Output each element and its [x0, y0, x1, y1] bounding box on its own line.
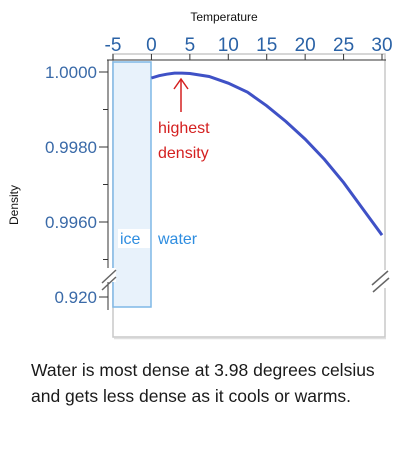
y-tick-label: 0.9960 — [45, 213, 97, 232]
ice-label: ice — [120, 231, 141, 248]
highest-density-arrow — [173, 77, 189, 112]
x-tick-label: 0 — [146, 35, 157, 56]
x-tick-label: 25 — [333, 35, 354, 56]
ice-label-background — [118, 229, 150, 248]
y-tick-label: 0.920 — [54, 288, 97, 307]
y-axis-title: Density — [7, 185, 21, 225]
plot-frame — [112, 53, 386, 338]
x-axis-title: Temperature — [190, 10, 258, 24]
x-tick-label: 20 — [295, 35, 316, 56]
x-tick-label: 15 — [256, 35, 277, 56]
x-tick-label: -5 — [105, 35, 122, 56]
x-tick-label: 5 — [185, 35, 196, 56]
ice-region — [112, 61, 152, 308]
y-axis-break-marker — [100, 268, 117, 291]
water-label: water — [157, 231, 198, 248]
annotation-line-1: highest — [158, 120, 210, 137]
curve-break-marker — [371, 270, 390, 293]
series-density-line — [150, 71, 384, 236]
y-tick-label: 0.9980 — [45, 138, 97, 157]
caption-text: Water is most dense at 3.98 degrees cels… — [31, 360, 375, 406]
annotation-line-2: density — [158, 145, 209, 162]
y-tick-label: 1.0000 — [45, 63, 97, 82]
x-tick-label: 30 — [371, 35, 392, 56]
density-chart: ice water -5 0 5 10 15 20 25 30 1.0000 0.9980 0.9… — [7, 10, 393, 340]
x-tick-label: 10 — [218, 35, 239, 56]
